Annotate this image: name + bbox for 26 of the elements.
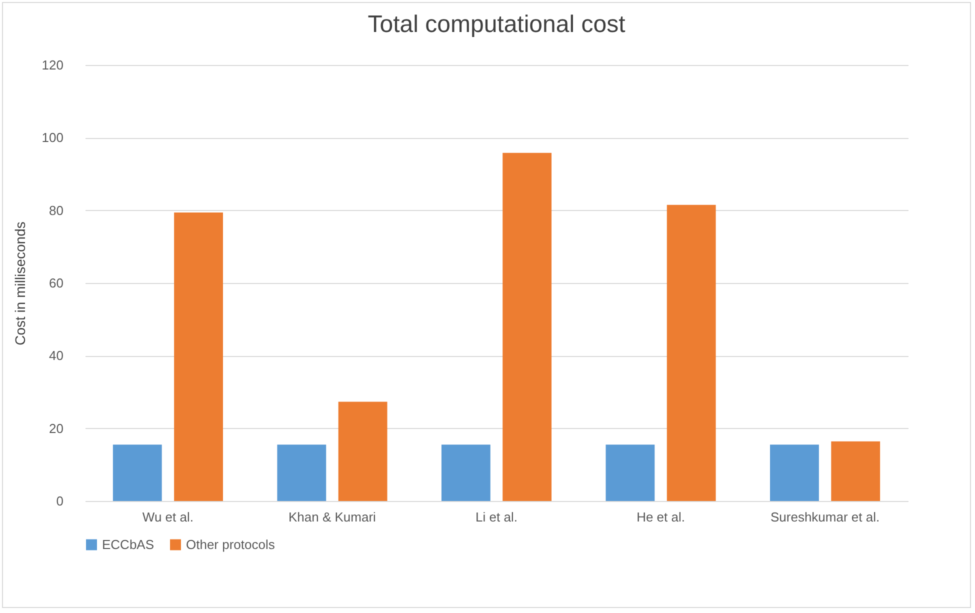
bar — [441, 444, 490, 501]
y-tick-label: 80 — [49, 202, 64, 218]
bar — [112, 444, 162, 501]
y-tick-label: 100 — [42, 130, 64, 146]
bar — [277, 444, 326, 501]
bar — [666, 204, 716, 501]
x-tick-label: Khan & Kumari — [288, 510, 376, 524]
bar — [338, 402, 388, 501]
chart-title: Total computational cost — [368, 11, 626, 38]
y-tick-label: 0 — [56, 494, 64, 508]
bar — [606, 444, 655, 501]
x-tick-label: Wu et al. — [142, 510, 194, 524]
legend-label: Other protocols — [186, 536, 276, 552]
bar — [174, 212, 223, 501]
y-tick-label: 60 — [49, 276, 64, 290]
y-tick-label: 120 — [42, 58, 64, 72]
y-tick-label: 20 — [49, 420, 64, 436]
y-axis-title: Cost in milliseconds — [12, 222, 28, 346]
x-tick-label: He et al. — [636, 510, 685, 524]
x-tick-label: Sureshkumar et al. — [770, 510, 880, 524]
x-tick-label: Li et al. — [476, 510, 518, 524]
bar — [770, 444, 819, 501]
bar — [831, 441, 880, 501]
bar — [502, 152, 552, 501]
legend-label: ECCbAS — [102, 536, 154, 552]
y-tick-label: 40 — [49, 348, 64, 364]
